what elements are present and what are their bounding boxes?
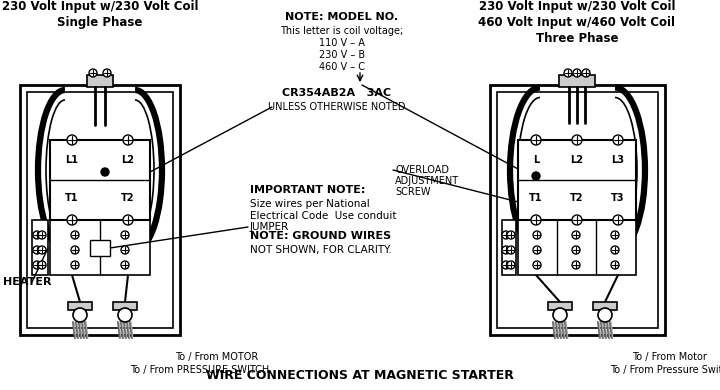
Text: WIRE CONNECTIONS AT MAGNETIC STARTER: WIRE CONNECTIONS AT MAGNETIC STARTER [206, 369, 514, 382]
Circle shape [611, 261, 619, 269]
Circle shape [33, 231, 41, 239]
Text: UNLESS OTHERWISE NOTED: UNLESS OTHERWISE NOTED [269, 102, 406, 112]
Circle shape [502, 261, 510, 269]
Circle shape [121, 231, 129, 239]
Circle shape [71, 246, 79, 254]
Text: T2: T2 [121, 193, 135, 202]
Bar [559, 75, 595, 87]
Circle shape [613, 215, 623, 225]
Text: To / From PRESSURE SWITCH: To / From PRESSURE SWITCH [130, 365, 269, 375]
Circle shape [572, 215, 582, 225]
Circle shape [33, 246, 41, 254]
Text: 460 V – C: 460 V – C [319, 62, 365, 72]
Text: SCREW: SCREW [395, 187, 431, 197]
Text: L2: L2 [122, 155, 135, 165]
Circle shape [71, 231, 79, 239]
Bar [32, 220, 48, 275]
Text: NOTE: MODEL NO.: NOTE: MODEL NO. [285, 12, 399, 22]
Text: To / From Motor: To / From Motor [632, 352, 707, 362]
Text: 230 Volt Input w/230 Volt Coil
460 Volt Input w/460 Volt Coil
Three Phase: 230 Volt Input w/230 Volt Coil 460 Volt … [479, 0, 675, 45]
Circle shape [598, 308, 612, 322]
Bar [87, 75, 113, 87]
Circle shape [38, 246, 46, 254]
Circle shape [582, 69, 590, 77]
Text: 230 V – B: 230 V – B [319, 50, 365, 60]
Circle shape [564, 69, 572, 77]
Text: This letter is coil voltage;: This letter is coil voltage; [280, 26, 404, 36]
Circle shape [572, 135, 582, 145]
Circle shape [532, 172, 540, 180]
Circle shape [89, 69, 97, 77]
Bar [27, 92, 173, 328]
Circle shape [121, 261, 129, 269]
Bar [497, 92, 658, 328]
Text: L2: L2 [570, 155, 583, 165]
Circle shape [533, 231, 541, 239]
Text: NOT SHOWN, FOR CLARITY.: NOT SHOWN, FOR CLARITY. [250, 245, 392, 255]
Text: T3: T3 [611, 193, 625, 202]
Text: L3: L3 [611, 155, 624, 165]
Bar [113, 302, 137, 310]
Circle shape [73, 308, 87, 322]
Circle shape [502, 231, 510, 239]
Circle shape [507, 246, 515, 254]
Text: Electrical Code  Use conduit: Electrical Code Use conduit [250, 211, 397, 221]
Circle shape [611, 246, 619, 254]
Bar [518, 140, 636, 220]
Text: HEATER: HEATER [3, 277, 52, 287]
Circle shape [611, 231, 619, 239]
Bar [90, 240, 110, 256]
Text: Size wires per National: Size wires per National [250, 199, 370, 209]
Text: T2: T2 [570, 193, 584, 202]
Circle shape [123, 135, 133, 145]
Circle shape [101, 168, 109, 176]
Circle shape [533, 261, 541, 269]
Circle shape [121, 246, 129, 254]
Bar [50, 140, 150, 220]
Circle shape [613, 135, 623, 145]
Bar [518, 220, 636, 275]
Circle shape [67, 135, 77, 145]
Circle shape [502, 246, 510, 254]
Bar [502, 220, 516, 275]
Text: T1: T1 [66, 193, 78, 202]
Text: NOTE: GROUND WIRES: NOTE: GROUND WIRES [250, 231, 391, 241]
Text: T1: T1 [529, 193, 543, 202]
Circle shape [572, 231, 580, 239]
Circle shape [67, 215, 77, 225]
Circle shape [573, 69, 581, 77]
Circle shape [531, 135, 541, 145]
Bar [50, 220, 150, 275]
Text: JUMPER: JUMPER [250, 222, 289, 232]
Bar [490, 85, 665, 335]
Bar [593, 302, 617, 310]
Text: L1: L1 [66, 155, 78, 165]
Circle shape [118, 308, 132, 322]
Text: To / From Pressure Switch: To / From Pressure Switch [610, 365, 720, 375]
Circle shape [38, 261, 46, 269]
Circle shape [533, 246, 541, 254]
Text: IMPORTANT NOTE:: IMPORTANT NOTE: [250, 185, 365, 195]
Text: To / From MOTOR: To / From MOTOR [175, 352, 258, 362]
Circle shape [38, 231, 46, 239]
Text: L: L [533, 155, 539, 165]
Bar [68, 302, 92, 310]
Circle shape [71, 261, 79, 269]
Circle shape [103, 69, 111, 77]
Text: 230 Volt Input w/230 Volt Coil
Single Phase: 230 Volt Input w/230 Volt Coil Single Ph… [1, 0, 198, 29]
Circle shape [507, 261, 515, 269]
Circle shape [572, 246, 580, 254]
Bar [20, 85, 180, 335]
Circle shape [33, 261, 41, 269]
Text: CR354AB2A   3AC: CR354AB2A 3AC [282, 88, 392, 98]
Circle shape [531, 215, 541, 225]
Circle shape [507, 231, 515, 239]
Text: 110 V – A: 110 V – A [319, 38, 365, 48]
Circle shape [553, 308, 567, 322]
Circle shape [572, 261, 580, 269]
Text: ADJUSTMENT: ADJUSTMENT [395, 176, 459, 186]
Circle shape [123, 215, 133, 225]
Text: OVERLOAD: OVERLOAD [395, 165, 449, 175]
Bar [548, 302, 572, 310]
